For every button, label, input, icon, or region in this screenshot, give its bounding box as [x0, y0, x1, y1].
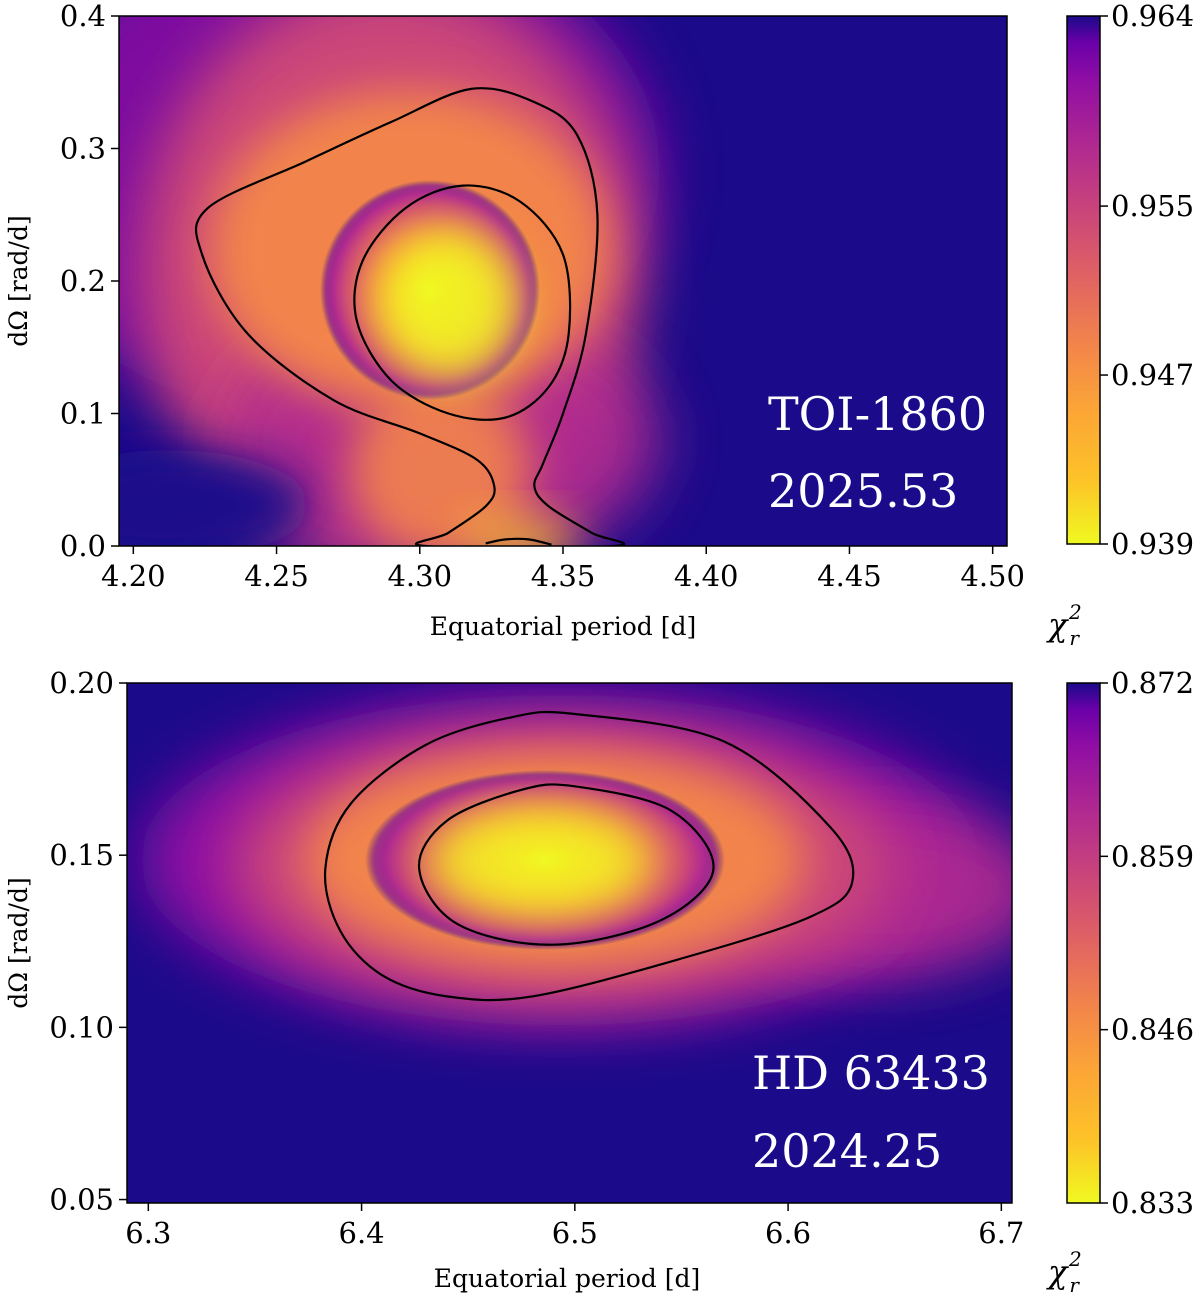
colorbar-tick-label: 0.955 — [1111, 189, 1194, 223]
colorbar-tick-label: 0.939 — [1111, 527, 1194, 561]
y-axis-2: 0.05 0.10 0.15 0.20 — [49, 666, 127, 1217]
x-tick-label: 4.20 — [101, 559, 166, 593]
colorbar-tick-label: 0.872 — [1111, 666, 1194, 700]
x-axis-2: 6.3 6.4 6.5 6.6 6.7 — [125, 1203, 1024, 1250]
x-tick-label: 4.25 — [244, 559, 309, 593]
annotation-epoch-1: 2025.53 — [768, 464, 958, 518]
annotation-target-1: TOI-1860 — [768, 387, 987, 441]
colorbar-tick-label: 0.947 — [1111, 358, 1194, 392]
contour-bottom-arc — [485, 537, 552, 546]
y-tick-label: 0.20 — [49, 666, 114, 700]
y-tick-label: 0.15 — [49, 838, 114, 872]
y-tick-label: 0.2 — [60, 264, 106, 298]
colorbar-1-ticks: 0.964 0.955 0.947 0.939 — [1100, 0, 1194, 561]
x-tick-label: 4.45 — [817, 559, 882, 593]
x-tick-label: 4.30 — [387, 559, 452, 593]
heatmap-1 — [119, 16, 1007, 546]
heatmap-2 — [127, 683, 1012, 1203]
y-tick-label: 0.05 — [49, 1183, 114, 1217]
annotation-target-2: HD 63433 — [752, 1046, 990, 1100]
x-tick-label: 4.40 — [674, 559, 739, 593]
panel-hd-63433: 6.3 6.4 6.5 6.6 6.7 0.05 0.10 0.15 0.20 Equator… — [4, 666, 1194, 1297]
x-tick-label: 4.35 — [531, 559, 596, 593]
colorbar-2 — [1066, 682, 1101, 1204]
y-axis-1: 0.0 0.1 0.2 0.3 0.4 — [60, 0, 119, 563]
y-axis-label-2: dΩ [rad/d] — [4, 877, 33, 1008]
colorbar-1 — [1066, 15, 1101, 545]
x-tick-label: 6.7 — [978, 1216, 1024, 1250]
colorbar-tick-label: 0.833 — [1111, 1186, 1194, 1220]
y-tick-label: 0.3 — [60, 132, 106, 166]
contour-inner — [418, 783, 715, 946]
x-tick-label: 4.50 — [960, 559, 1025, 593]
x-axis-label-2: Equatorial period [d] — [434, 1264, 700, 1293]
x-axis-1: 4.20 4.25 4.30 4.35 4.40 4.45 4.50 — [101, 546, 1025, 593]
annotation-epoch-2: 2024.25 — [752, 1124, 942, 1178]
y-tick-label: 0.0 — [60, 529, 106, 563]
x-tick-label: 6.4 — [339, 1216, 385, 1250]
colorbar-2-ticks: 0.872 0.859 0.846 0.833 — [1100, 666, 1194, 1220]
colorbar-tick-label: 0.859 — [1111, 839, 1194, 873]
x-tick-label: 6.6 — [765, 1216, 811, 1250]
y-tick-label: 0.10 — [49, 1010, 114, 1044]
contour-outer — [323, 710, 855, 1002]
x-tick-label: 6.5 — [552, 1216, 598, 1250]
y-axis-label-1: dΩ [rad/d] — [4, 215, 33, 346]
contours-1 — [194, 87, 626, 546]
contour-outer — [194, 87, 626, 546]
plot-frame-2 — [126, 682, 1013, 1204]
y-tick-label: 0.1 — [60, 397, 106, 431]
colorbar-2-label: χ r2 — [1046, 1247, 1082, 1297]
panel-toi-1860: 4.20 4.25 4.30 4.35 4.40 4.45 4.50 0.00.10.20.… — [4, 0, 1194, 650]
y-tick-label: 0.4 — [60, 0, 106, 33]
contours-2 — [323, 710, 855, 1002]
colorbar-1-label: χ r2 — [1046, 600, 1082, 650]
colorbar-tick-label: 0.964 — [1111, 0, 1194, 33]
x-tick-label: 6.3 — [125, 1216, 171, 1250]
contour-inner — [353, 184, 572, 421]
x-axis-label-1: Equatorial period [d] — [430, 612, 696, 641]
colorbar-tick-label: 0.846 — [1111, 1013, 1194, 1047]
